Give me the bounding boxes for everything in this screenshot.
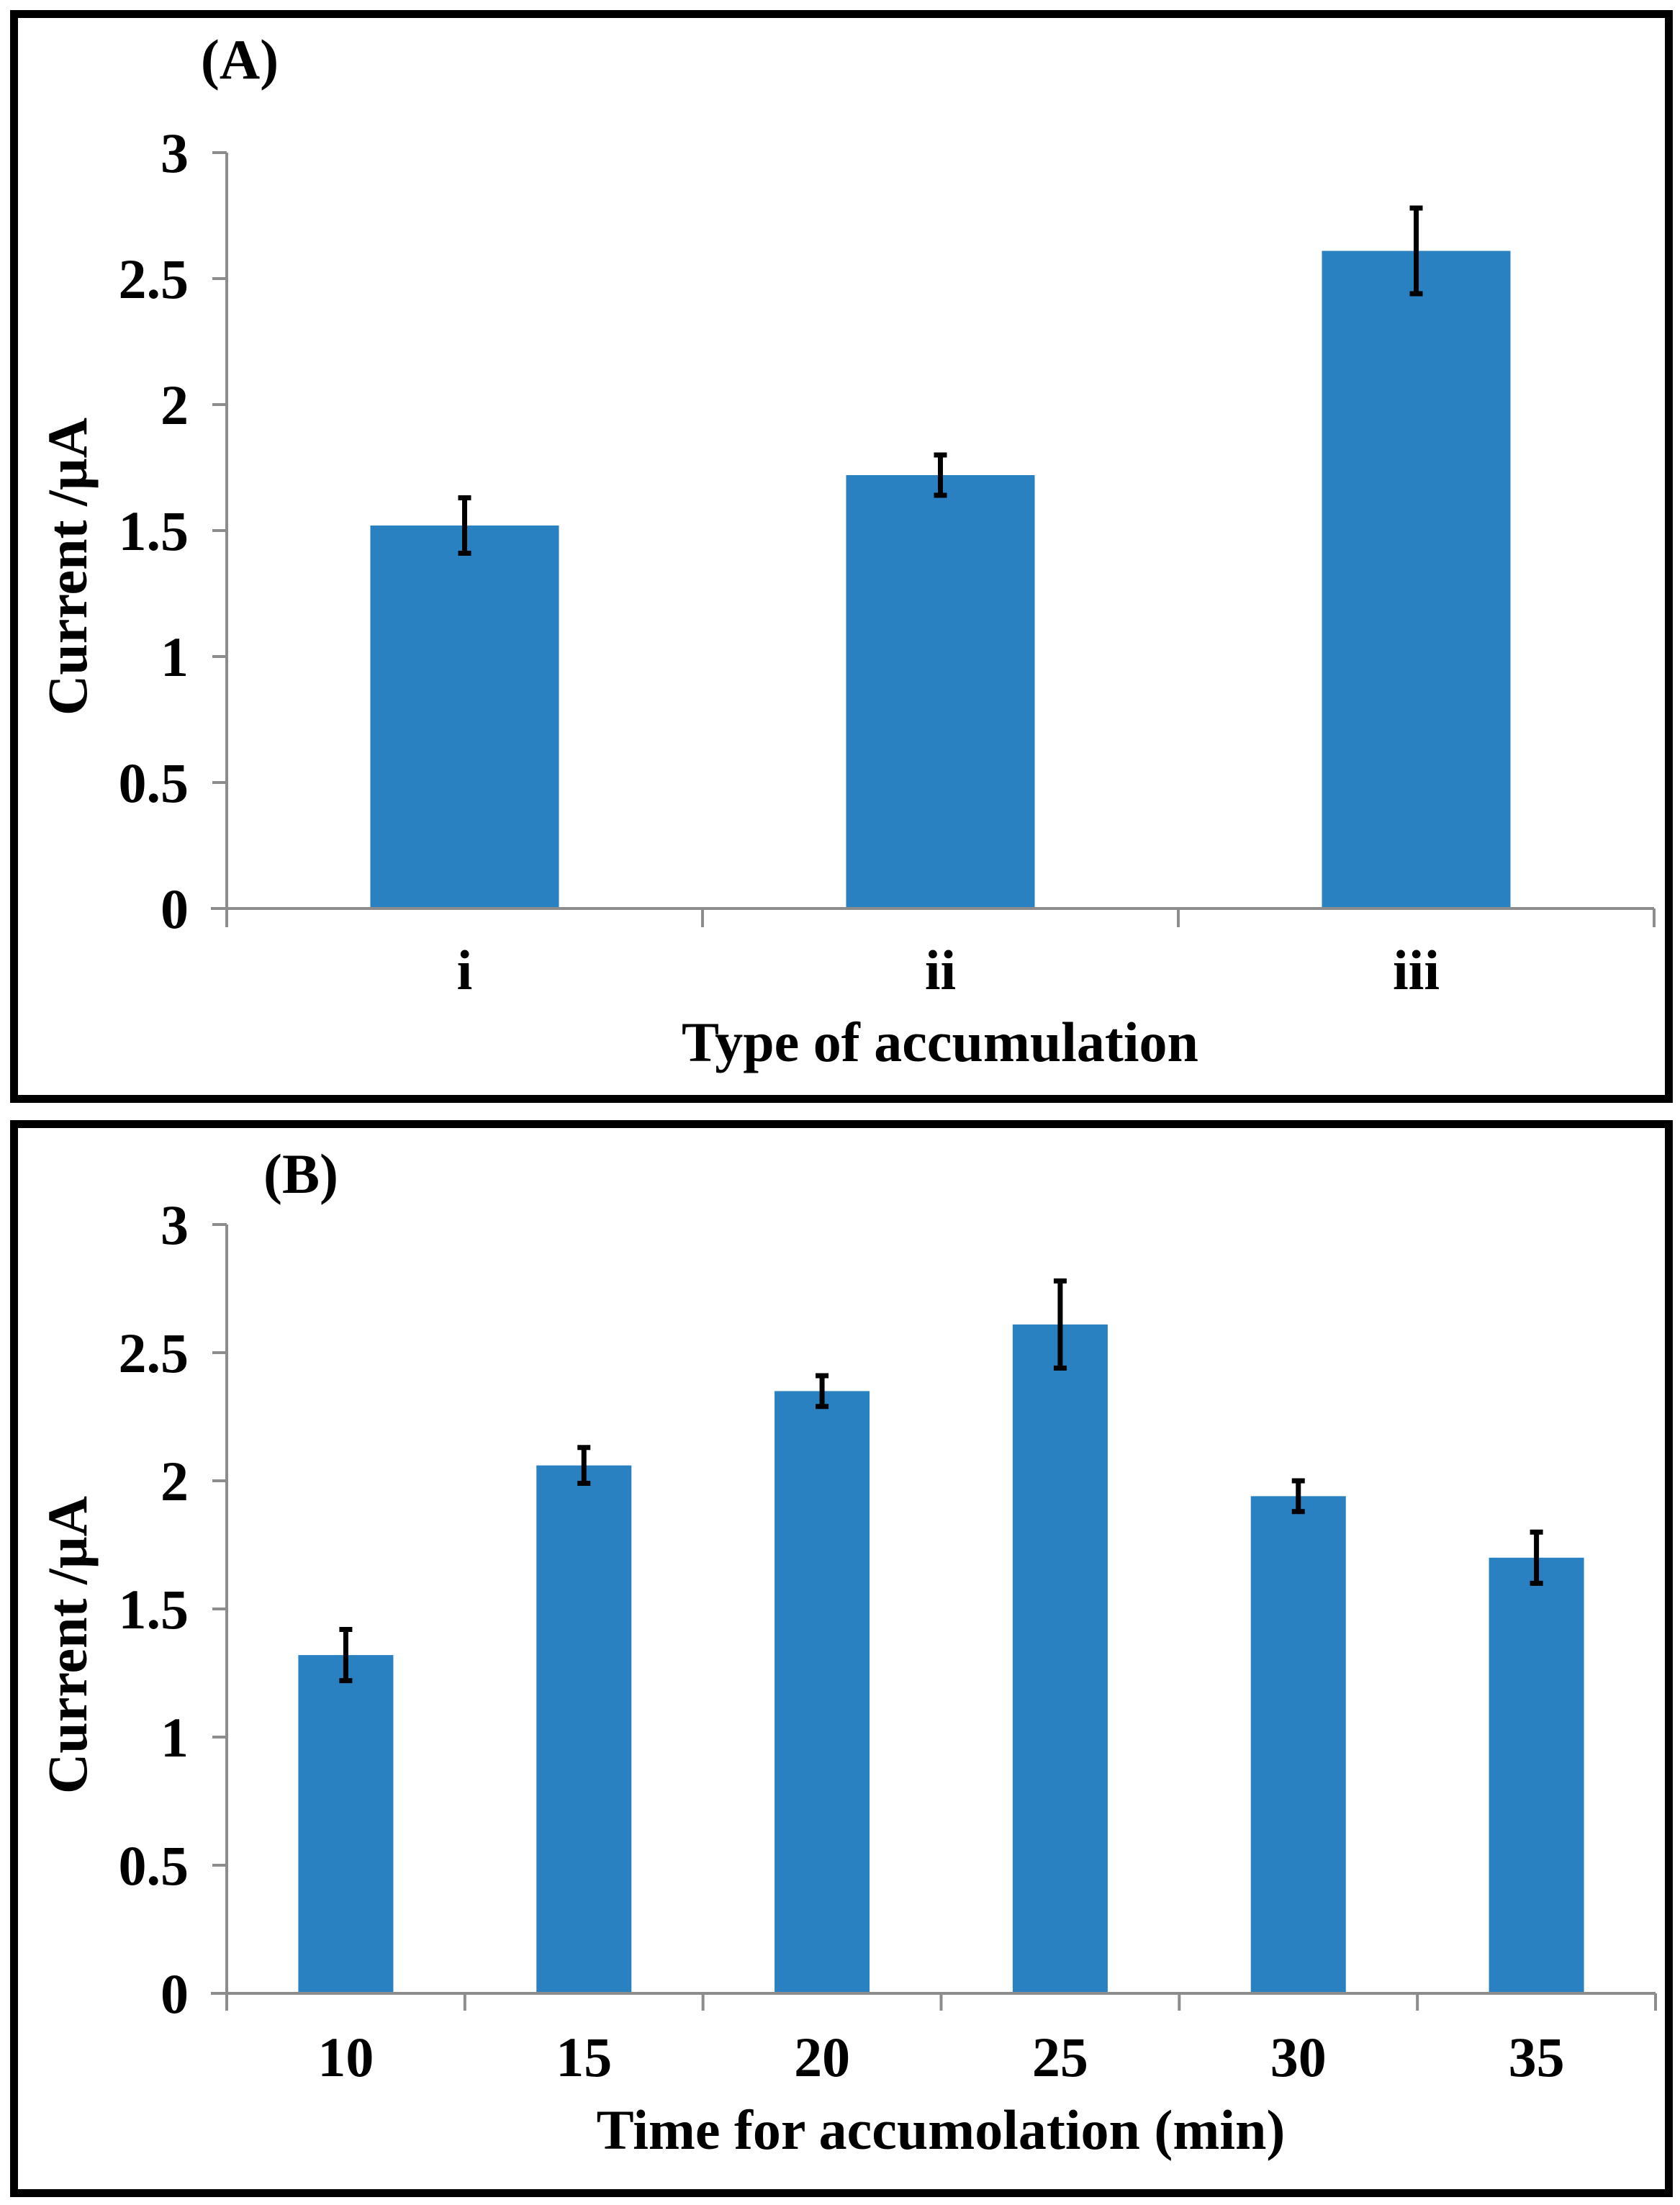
- bar-25: [1012, 1324, 1108, 1993]
- bar-iii: [1322, 251, 1511, 908]
- y-tick-label: 1.5: [119, 1578, 189, 1641]
- panel-b: [10, 1120, 1673, 2197]
- x-category-label: 35: [1509, 2026, 1565, 2088]
- y-tick-label: 1: [161, 626, 189, 688]
- x-category-label: 20: [794, 2026, 850, 2088]
- y-tick-label: 0: [161, 1962, 189, 2025]
- panel-a-title: (A): [200, 28, 279, 91]
- y-tick-label: 2: [161, 374, 189, 436]
- x-category-label: 30: [1270, 2026, 1327, 2088]
- x-category-label: 10: [317, 2026, 374, 2088]
- y-tick-label: 1.5: [119, 500, 189, 562]
- x-category-label: ii: [925, 939, 956, 1001]
- x-axis-title-a: Type of accumulation: [682, 1011, 1198, 1073]
- x-category-label: i: [457, 939, 473, 1001]
- y-tick-label: 0.5: [119, 1834, 189, 1897]
- y-axis-title-a: Current /µA: [36, 418, 99, 716]
- x-category-label: 25: [1032, 2026, 1088, 2088]
- y-tick-label: 3: [161, 122, 189, 184]
- y-tick-label: 2.5: [119, 248, 189, 310]
- x-category-label: 15: [556, 2026, 612, 2088]
- y-axis-title-b: Current /µA: [36, 1496, 99, 1794]
- panel-a: [10, 10, 1673, 1103]
- y-tick-label: 3: [161, 1194, 189, 1256]
- bar-20: [774, 1391, 870, 1993]
- bar-15: [536, 1465, 632, 1993]
- y-tick-label: 1: [161, 1706, 189, 1769]
- y-tick-label: 0.5: [119, 752, 189, 814]
- y-tick-label: 2: [161, 1450, 189, 1512]
- x-axis-title-b: Time for accumolation (min): [596, 2098, 1286, 2161]
- bar-35: [1489, 1557, 1584, 1993]
- bar-i: [370, 526, 559, 908]
- y-tick-label: 0: [161, 878, 189, 940]
- y-tick-label: 2.5: [119, 1322, 189, 1384]
- bar-10: [298, 1655, 394, 1993]
- x-category-label: iii: [1393, 939, 1440, 1001]
- bar-30: [1250, 1496, 1346, 1993]
- bar-ii: [846, 475, 1035, 908]
- panel-b-title: (B): [263, 1142, 338, 1205]
